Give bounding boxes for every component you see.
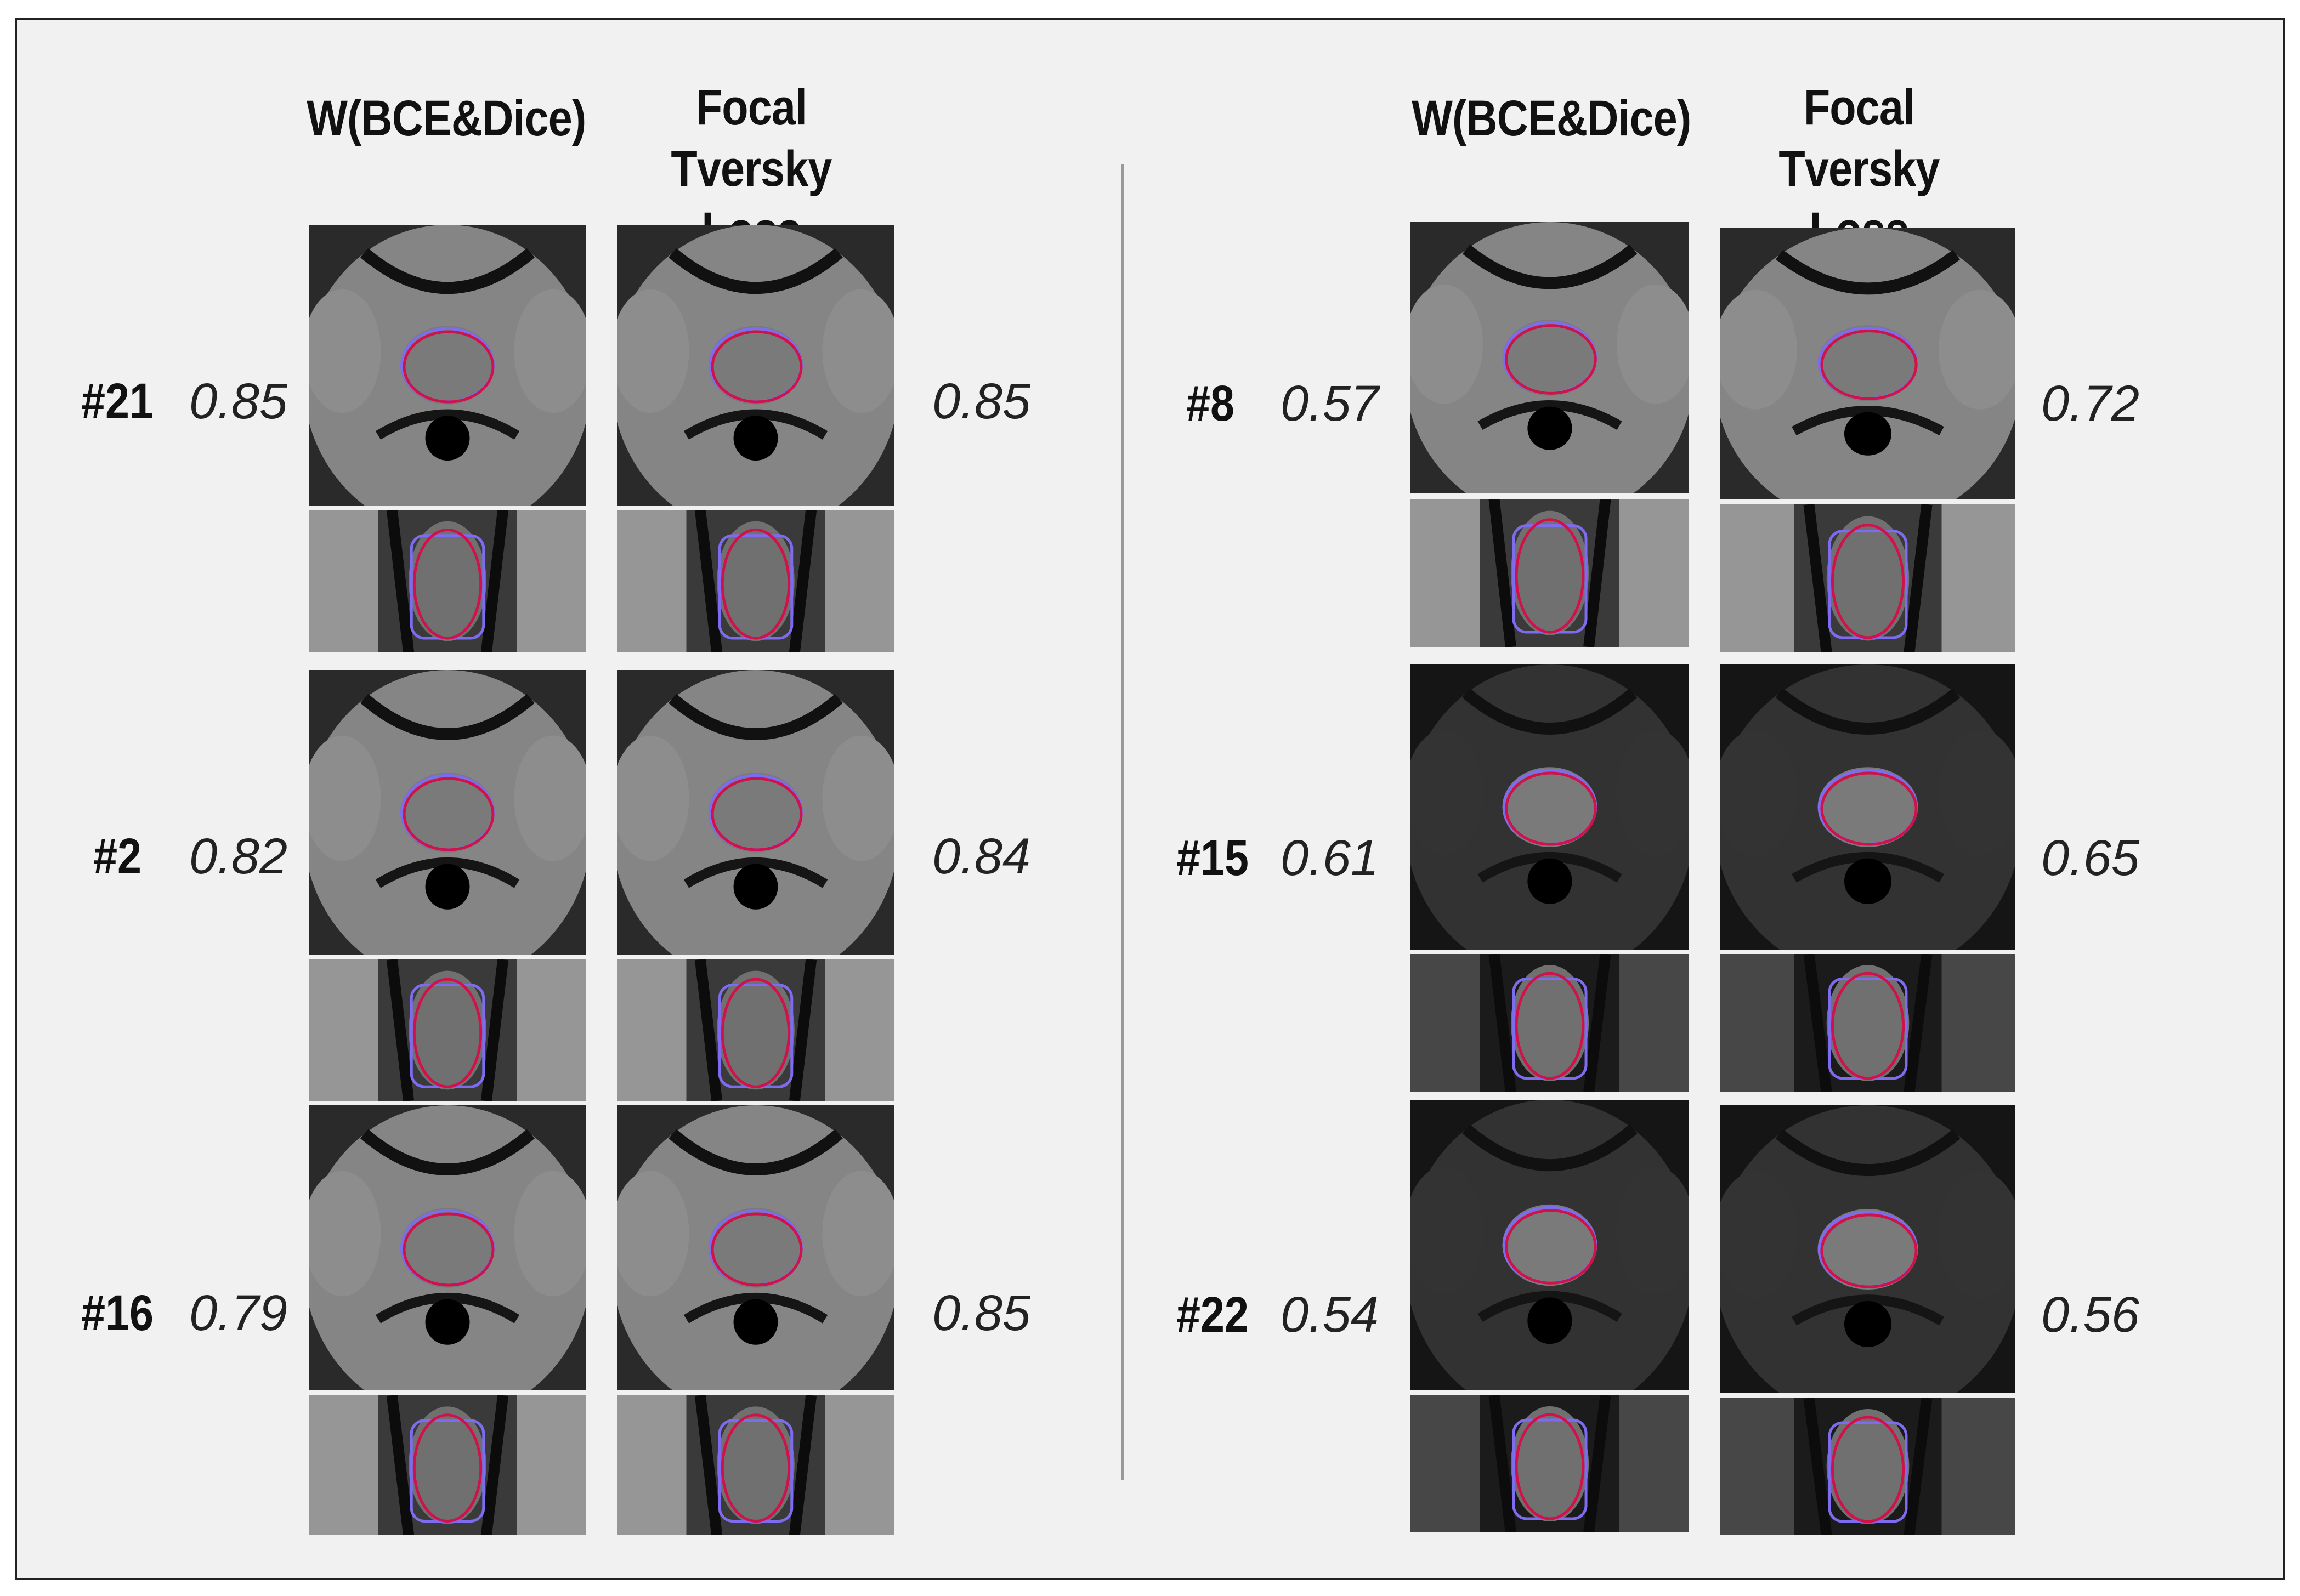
- panel-case16-a-axial: [309, 1105, 586, 1390]
- panel-case22-a-coronal: [1410, 1395, 1689, 1532]
- score-method-b: 0.65: [2041, 830, 2140, 886]
- panel-case2-a-axial: [309, 670, 586, 955]
- score-method-a: 0.54: [1281, 1287, 1379, 1343]
- score-method-a: 0.85: [189, 373, 288, 429]
- case-label: #22: [1176, 1287, 1249, 1343]
- panel-case2-b-coronal: [617, 959, 894, 1101]
- panel-case2-b-axial: [617, 670, 894, 955]
- case-label: #8: [1186, 376, 1235, 431]
- panel-case2-a-coronal: [309, 959, 586, 1101]
- case-label: #16: [81, 1285, 154, 1341]
- panel-case21-b-coronal: [617, 510, 894, 652]
- case-label: #15: [1176, 830, 1249, 886]
- score-method-a: 0.57: [1281, 376, 1379, 431]
- score-method-a: 0.82: [189, 828, 288, 884]
- panel-case22-b-coronal: [1720, 1398, 2015, 1535]
- panel-case15-a-axial: [1410, 664, 1689, 950]
- panel-case22-a-axial: [1410, 1100, 1689, 1390]
- panel-case16-b-coronal: [617, 1395, 894, 1535]
- column-divider: [1121, 164, 1124, 1480]
- header-right-method-a: W(BCE&Dice): [1412, 90, 1691, 146]
- panel-case8-a-axial: [1410, 222, 1689, 493]
- panel-case15-a-coronal: [1410, 954, 1689, 1092]
- score-method-b: 0.72: [2041, 376, 2140, 431]
- case-label: #2: [93, 828, 142, 884]
- header-left-method-a: W(BCE&Dice): [307, 90, 586, 146]
- panel-case21-a-axial: [309, 225, 586, 506]
- panel-case8-b-axial: [1720, 228, 2015, 499]
- panel-case22-b-axial: [1720, 1105, 2015, 1393]
- panel-case8-a-coronal: [1410, 499, 1689, 647]
- panel-case15-b-coronal: [1720, 954, 2015, 1092]
- case-label: #21: [81, 373, 154, 429]
- score-method-b: 0.84: [932, 828, 1031, 884]
- score-method-b: 0.85: [932, 1285, 1031, 1341]
- panel-case15-b-axial: [1720, 664, 2015, 950]
- panel-case21-b-axial: [617, 225, 894, 506]
- score-method-b: 0.56: [2041, 1287, 2140, 1343]
- score-method-a: 0.61: [1281, 830, 1379, 886]
- score-method-a: 0.79: [189, 1285, 288, 1341]
- score-method-b: 0.85: [932, 373, 1031, 429]
- panel-case16-b-axial: [617, 1105, 894, 1390]
- panel-case8-b-coronal: [1720, 504, 2015, 652]
- panel-case21-a-coronal: [309, 510, 586, 652]
- panel-case16-a-coronal: [309, 1395, 586, 1535]
